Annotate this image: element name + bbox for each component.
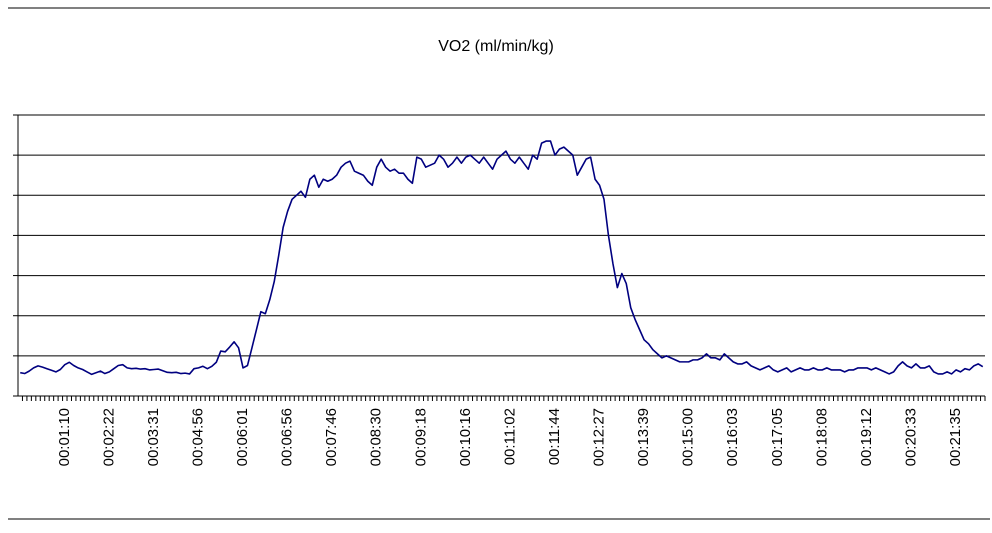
x-tick-label: 00:17:05	[769, 408, 786, 466]
x-tick-label: 00:12:27	[591, 408, 608, 466]
x-tick-label: 00:19:12	[858, 408, 875, 466]
x-tick-label: 00:03:31	[145, 408, 162, 466]
x-tick-label: 00:18:08	[813, 408, 830, 466]
x-tick-label: 00:13:39	[635, 408, 652, 466]
x-tick-label: 00:16:03	[724, 408, 741, 466]
data-line	[20, 140, 984, 376]
x-tick-label: 00:02:22	[100, 408, 117, 466]
x-tick-label: 00:07:46	[323, 408, 340, 466]
x-tick-label: 00:11:02	[501, 408, 518, 465]
x-tick-label: 00:09:18	[412, 408, 429, 466]
x-tick-label: 00:20:33	[902, 408, 919, 466]
chart-title: VO2 (ml/min/kg)	[438, 38, 554, 55]
x-tick-label: 00:06:56	[279, 408, 296, 466]
x-tick-label: 00:21:35	[947, 408, 964, 466]
x-tick-label: 00:15:00	[680, 408, 697, 466]
x-tick-label: 00:10:16	[457, 408, 474, 466]
x-tick-label: 00:06:01	[234, 408, 251, 466]
x-tick-label: 00:11:44	[546, 408, 563, 465]
x-tick-label: 00:04:56	[189, 408, 206, 466]
x-tick-label: 00:08:30	[368, 408, 385, 466]
x-tick-label: 00:01:10	[56, 408, 73, 466]
